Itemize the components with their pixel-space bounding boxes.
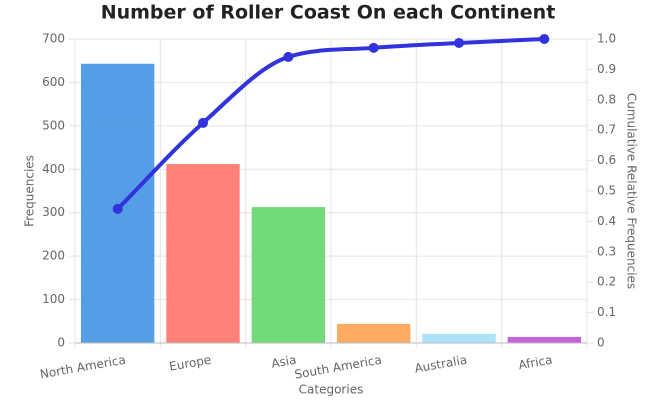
x-tick-label: Asia (270, 353, 297, 371)
bar (80, 63, 155, 344)
line-point (454, 37, 464, 48)
y2-tick-label: 0.4 (597, 214, 616, 228)
x-tick-label: Australia (413, 353, 468, 376)
y2-tick-label: 0.1 (597, 305, 616, 319)
y-tick-label: 100 (42, 292, 65, 306)
bar (251, 207, 326, 343)
y2-tick-label: 0.2 (597, 275, 616, 289)
x-tick-label: South America (294, 353, 383, 382)
x-tick-label: Europe (168, 353, 212, 374)
y-tick-label: 600 (42, 75, 65, 89)
y-tick-label: 500 (42, 118, 65, 132)
y-tick-label: 200 (42, 249, 65, 263)
y2-axis-label: Cumulative Relative Frequencies (625, 93, 639, 289)
y2-tick-label: 0.9 (597, 62, 616, 76)
line-point (198, 117, 208, 128)
bar (422, 333, 496, 343)
x-axis-label: Categories (299, 383, 364, 397)
y-axis-label: Frequencies (23, 155, 37, 227)
line-point (112, 203, 123, 214)
y2-tick-label: 0.6 (597, 153, 616, 167)
line-point (368, 42, 379, 53)
x-tick-label: Africa (517, 353, 553, 373)
line-point (539, 34, 550, 44)
bar (166, 164, 240, 343)
bar (336, 323, 411, 343)
y2-tick-label: 0.3 (597, 244, 616, 258)
y-tick-label: 300 (42, 205, 65, 219)
y2-tick-label: 0.8 (597, 92, 616, 106)
y2-tick-label: 0 (597, 336, 605, 350)
y-tick-label: 0 (57, 336, 65, 350)
y2-tick-label: 1.0 (597, 32, 616, 46)
y2-tick-label: 0.7 (597, 123, 616, 137)
line-point (283, 51, 294, 62)
y-tick-label: 700 (42, 32, 65, 46)
y-tick-label: 400 (42, 162, 65, 176)
chart-title: Number of Roller Coast On each Continent (101, 2, 556, 24)
bar (507, 336, 582, 343)
y2-tick-label: 0.5 (597, 184, 616, 198)
x-tick-label: North America (39, 353, 127, 382)
